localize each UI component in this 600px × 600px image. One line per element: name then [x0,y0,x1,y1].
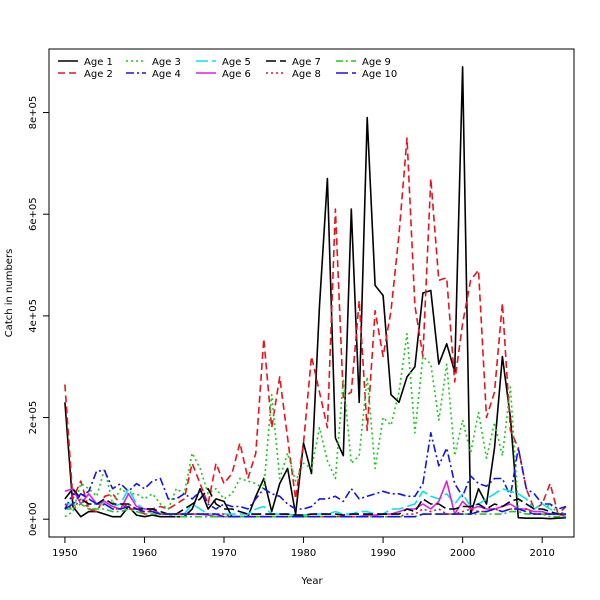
legend-label-age-10: Age 10 [362,69,397,80]
series-lines [64,66,567,520]
x-tick-label: 2010 [529,548,554,559]
x-tick-label: 1990 [370,548,395,559]
series-line-age-8 [64,498,567,518]
y-axis-title: Catch in numbers [4,249,15,338]
x-tick-label: 1960 [132,548,157,559]
x-tick-label: 1950 [52,548,77,559]
x-tick-label: 2000 [450,548,475,559]
x-tick-label: 1980 [291,548,316,559]
legend-label-age-1: Age 1 [84,57,113,68]
x-axis-title: Year [300,576,323,587]
series-line-age-1 [64,66,567,520]
legend-label-age-6: Age 6 [222,69,251,80]
series-line-age-3 [64,332,567,518]
legend-label-age-4: Age 4 [152,69,181,80]
legend-label-age-2: Age 2 [84,69,113,80]
x-axis: 1950 1960 1970 1980 1990 2000 2010 [52,537,555,559]
series-line-age-10 [64,492,566,518]
legend-label-age-9: Age 9 [362,57,391,68]
y-tick-label: 8e+05 [28,96,39,130]
y-tick-label: 6e+05 [28,197,39,231]
legend-label-age-3: Age 3 [152,57,181,68]
series-line-age-7 [64,487,566,516]
y-tick-label: 2e+05 [28,401,39,435]
legend-label-age-5: Age 5 [222,57,251,68]
y-tick-label: 4e+05 [28,299,39,333]
plot-frame [48,48,575,538]
series-line-age-2 [64,137,567,515]
y-axis: 0e+00 2e+05 4e+05 6e+05 8e+05 [28,96,49,536]
legend-label-age-7: Age 7 [292,57,321,68]
y-tick-label: 0e+00 [28,502,39,536]
legend-label-age-8: Age 8 [292,69,321,80]
series-line-age-4 [64,431,567,510]
x-tick-label: 1970 [211,548,236,559]
